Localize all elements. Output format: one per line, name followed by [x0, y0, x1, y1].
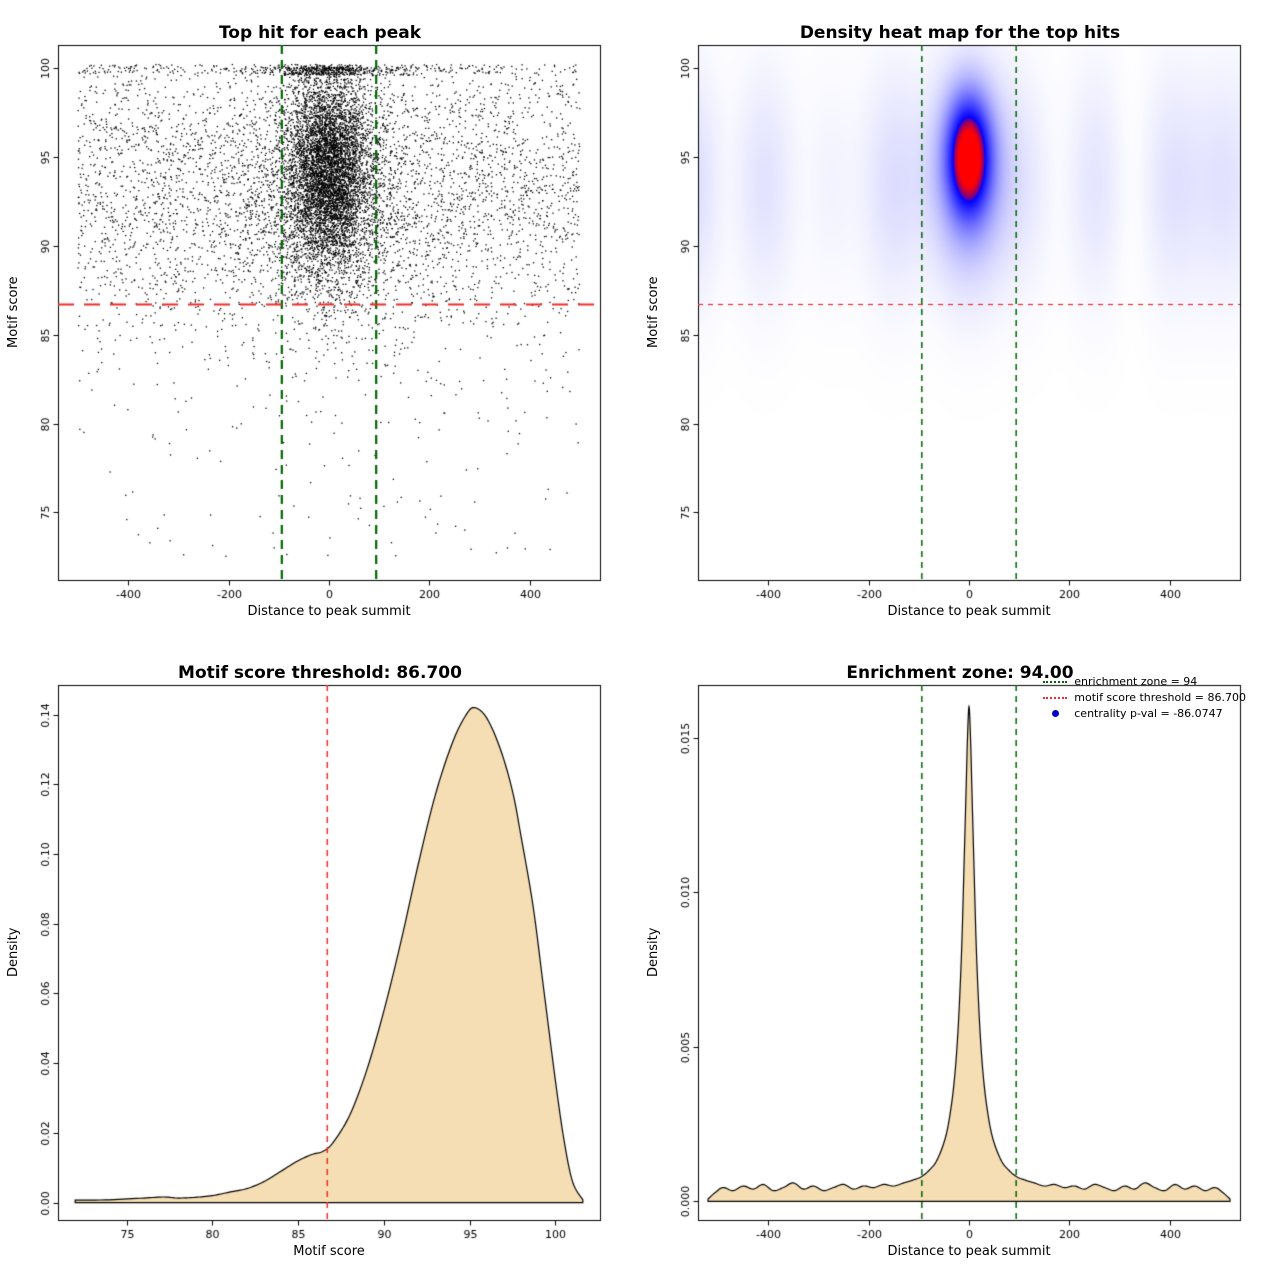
panel-density-heatmap: Density heat map for the top hits Distan… [640, 0, 1280, 640]
legend-label-centrality-pval: centrality p-val = -86.0747 [1074, 707, 1223, 720]
chart-title: Density heat map for the top hits [799, 23, 1121, 44]
chart-title: Motif score threshold: 86.700 [178, 663, 462, 684]
top-hit-scatter-canvas [0, 0, 640, 640]
panel-motif-score-density: Motif score threshold: 86.700 Motif scor… [0, 640, 640, 1280]
legend-key-motif-score-threshold-icon [1043, 696, 1068, 699]
y-axis-label: Density [646, 927, 661, 978]
legend-key-centrality-pval-icon [1052, 710, 1060, 717]
chart-title: Enrichment zone: 94.00 [846, 663, 1074, 684]
y-axis-label: Motif score [6, 276, 21, 349]
motif-score-density-canvas [0, 640, 640, 1280]
panel-enrichment-zone-density: Enrichment zone: 94.00 Distance to peak … [640, 640, 1280, 1280]
x-axis-label: Distance to peak summit [887, 604, 1051, 619]
legend-item-motif-score-threshold: motif score threshold = 86.700 [1043, 691, 1246, 704]
legend-label-enrichment-zone: enrichment zone = 94 [1074, 675, 1198, 688]
density-heatmap-canvas [640, 0, 1280, 640]
plot-legend: enrichment zone = 94 motif score thresho… [1043, 672, 1246, 723]
x-axis-label: Distance to peak summit [887, 1244, 1051, 1259]
summit-distance-density-canvas [640, 640, 1280, 1280]
legend-label-motif-score-threshold: motif score threshold = 86.700 [1074, 691, 1246, 704]
legend-item-centrality-pval: centrality p-val = -86.0747 [1043, 707, 1246, 720]
panel-top-hit-scatter: Top hit for each peak Distance to peak s… [0, 0, 640, 640]
y-axis-label: Density [6, 927, 21, 978]
x-axis-label: Motif score [293, 1244, 365, 1259]
y-axis-label: Motif score [646, 276, 661, 349]
x-axis-label: Distance to peak summit [247, 604, 411, 619]
chart-title: Top hit for each peak [218, 23, 422, 44]
legend-item-enrichment-zone: enrichment zone = 94 [1043, 675, 1246, 688]
legend-key-enrichment-zone-icon [1043, 680, 1068, 683]
